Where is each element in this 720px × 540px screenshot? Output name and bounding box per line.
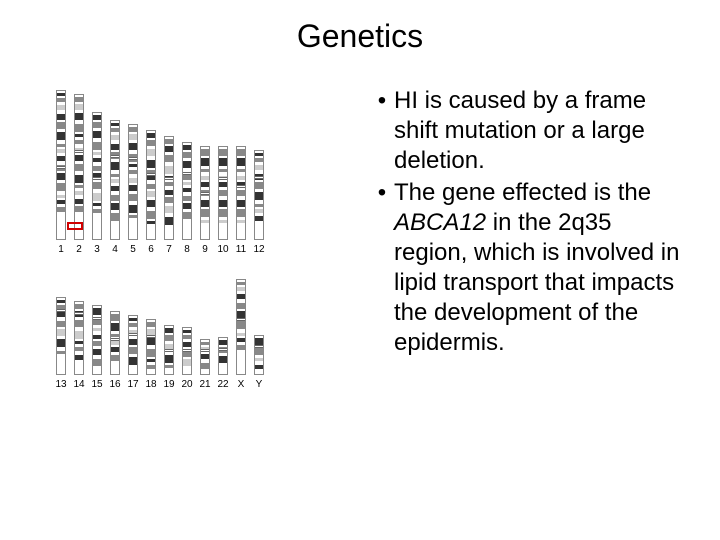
karyotype-diagram: 123456789101112 13141516171819202122XY <box>54 90 354 396</box>
bullet-marker-icon: • <box>370 86 394 176</box>
chromosome-5: 5 <box>126 124 140 255</box>
chromosome-label: 6 <box>144 244 158 255</box>
chromosome-label: 4 <box>108 244 122 255</box>
chromosome-19: 19 <box>162 325 176 390</box>
chromosome-Y: Y <box>252 335 266 390</box>
bullet-list: • HI is caused by a frame shift mutation… <box>370 86 690 360</box>
chromosome-3: 3 <box>90 112 104 255</box>
chromosome-label: X <box>234 379 248 390</box>
chromosome-label: 15 <box>90 379 104 390</box>
chromosome-17: 17 <box>126 315 140 390</box>
chromosome-label: 7 <box>162 244 176 255</box>
chromosome-11: 11 <box>234 146 248 255</box>
chromosome-label: 9 <box>198 244 212 255</box>
page-title: Genetics <box>0 18 720 55</box>
bullet-marker-icon: • <box>370 178 394 358</box>
chromosome-label: 19 <box>162 379 176 390</box>
chromosome-label: 20 <box>180 379 194 390</box>
chromosome-label: 21 <box>198 379 212 390</box>
content-area: 123456789101112 13141516171819202122XY •… <box>0 80 720 520</box>
chromosome-4: 4 <box>108 120 122 255</box>
chromosome-label: 10 <box>216 244 230 255</box>
chromosome-20: 20 <box>180 327 194 390</box>
karyotype-row-1: 123456789101112 <box>54 90 354 255</box>
chromosome-7: 7 <box>162 136 176 255</box>
chromosome-12: 12 <box>252 150 266 255</box>
chromosome-15: 15 <box>90 305 104 390</box>
chromosome-6: 6 <box>144 130 158 255</box>
chromosome-label: Y <box>252 379 266 390</box>
chromosome-label: 13 <box>54 379 68 390</box>
karyotype-row-2: 13 14 15 16 17 18 19 20 21 22 XY <box>54 279 354 390</box>
gene-name: ABCA12 <box>394 209 486 236</box>
bullet-text-part: The gene effected is the <box>394 179 651 206</box>
chromosome-14: 14 <box>72 301 86 390</box>
chromosome-2: 2 <box>72 94 86 255</box>
chromosome-label: 1 <box>54 244 68 255</box>
bullet-text: HI is caused by a frame shift mutation o… <box>394 86 690 176</box>
chromosome-9: 9 <box>198 146 212 255</box>
chromosome-label: 16 <box>108 379 122 390</box>
chromosome-8: 8 <box>180 142 194 255</box>
chromosome-label: 18 <box>144 379 158 390</box>
chromosome-label: 2 <box>72 244 86 255</box>
chromosome-21: 21 <box>198 339 212 390</box>
chromosome-X: X <box>234 279 248 390</box>
chromosome-label: 8 <box>180 244 194 255</box>
chromosome-label: 3 <box>90 244 104 255</box>
chromosome-13: 13 <box>54 297 68 390</box>
chromosome-22: 22 <box>216 337 230 390</box>
bullet-text: The gene effected is the ABCA12 in the 2… <box>394 178 690 358</box>
bullet-item: • HI is caused by a frame shift mutation… <box>370 86 690 176</box>
chromosome-10: 10 <box>216 146 230 255</box>
chromosome-16: 16 <box>108 311 122 390</box>
chromosome-label: 22 <box>216 379 230 390</box>
chromosome-label: 12 <box>252 244 266 255</box>
chromosome-18: 18 <box>144 319 158 390</box>
gene-locus-highlight <box>67 222 83 230</box>
chromosome-label: 17 <box>126 379 140 390</box>
chromosome-label: 11 <box>234 244 248 255</box>
chromosome-1: 1 <box>54 90 68 255</box>
bullet-item: • The gene effected is the ABCA12 in the… <box>370 178 690 358</box>
chromosome-label: 5 <box>126 244 140 255</box>
chromosome-label: 14 <box>72 379 86 390</box>
